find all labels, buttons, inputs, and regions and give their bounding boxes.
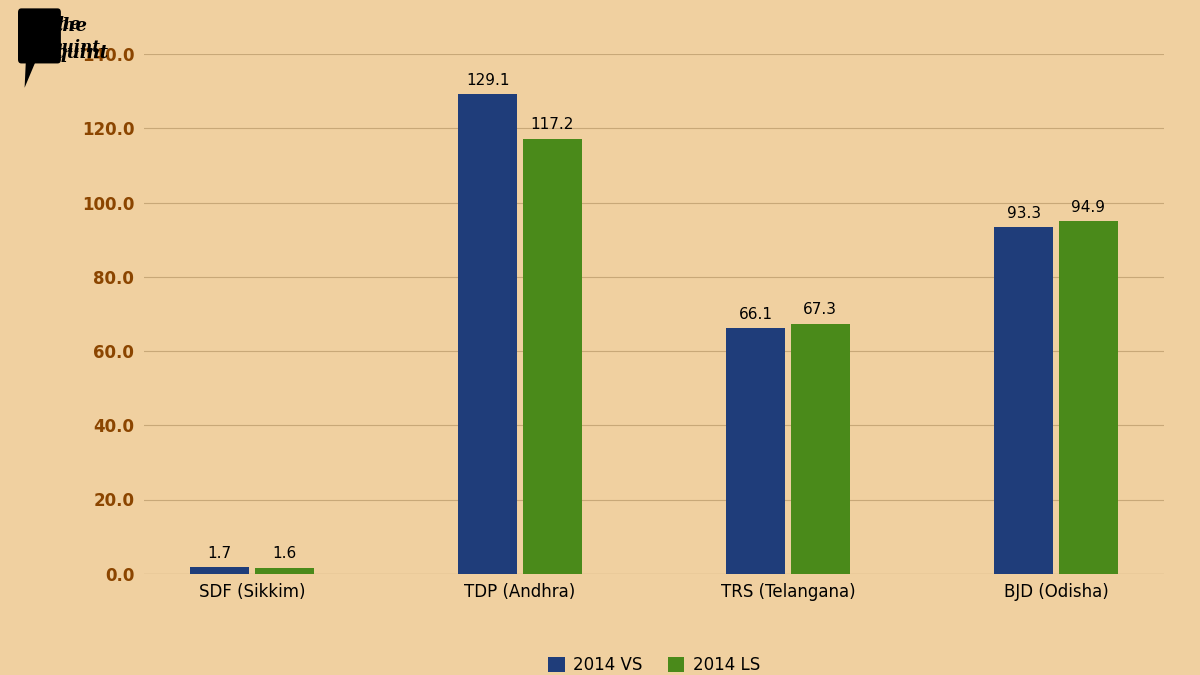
Text: the: the xyxy=(50,16,80,33)
Bar xyxy=(458,95,517,574)
Text: 66.1: 66.1 xyxy=(739,306,773,322)
Text: quint: quint xyxy=(50,39,101,56)
Text: 129.1: 129.1 xyxy=(466,73,510,88)
Text: 67.3: 67.3 xyxy=(803,302,838,317)
Text: 1.7: 1.7 xyxy=(208,546,232,561)
Text: the: the xyxy=(54,17,88,35)
Polygon shape xyxy=(24,59,36,88)
Text: 1.6: 1.6 xyxy=(272,546,296,561)
FancyBboxPatch shape xyxy=(18,8,61,63)
Bar xyxy=(191,568,250,574)
Text: ■: ■ xyxy=(24,20,48,45)
Bar xyxy=(1058,221,1117,574)
Bar xyxy=(254,568,313,574)
Text: 117.2: 117.2 xyxy=(530,117,574,132)
Bar xyxy=(791,324,850,574)
Bar xyxy=(523,138,582,574)
Bar xyxy=(726,328,785,574)
Text: 94.9: 94.9 xyxy=(1072,200,1105,215)
Text: quint: quint xyxy=(54,44,108,62)
Text: 93.3: 93.3 xyxy=(1007,206,1040,221)
Legend: 2014 VS, 2014 LS: 2014 VS, 2014 LS xyxy=(541,649,767,675)
Bar xyxy=(995,227,1054,574)
